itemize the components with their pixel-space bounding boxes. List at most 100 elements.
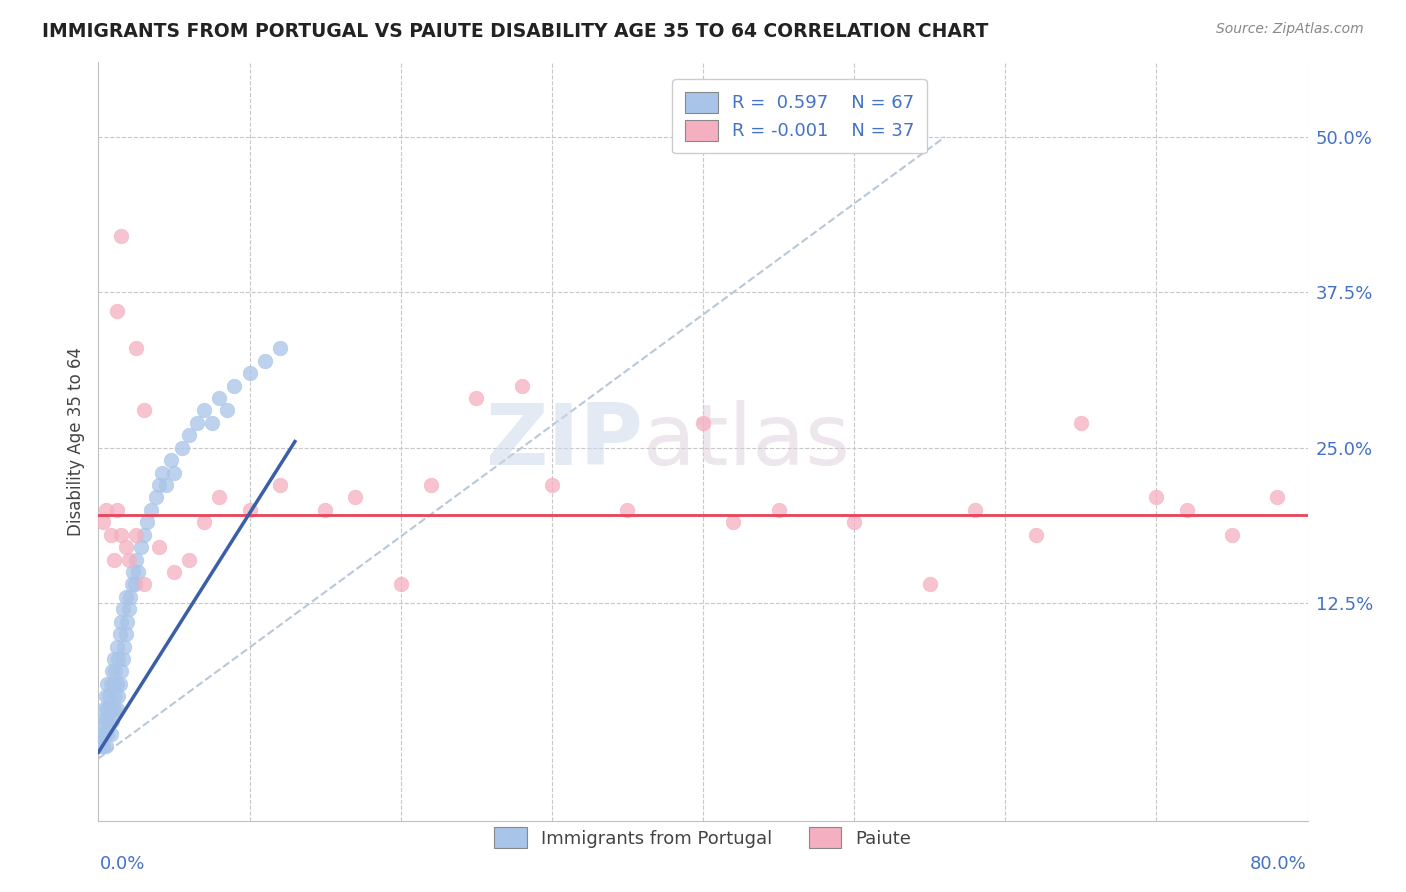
Point <box>208 491 231 505</box>
Point <box>1220 528 1243 542</box>
Point <box>163 565 186 579</box>
Point <box>201 416 224 430</box>
Point <box>115 615 138 629</box>
Point <box>114 627 136 641</box>
Point <box>110 229 132 244</box>
Point <box>104 690 127 704</box>
Point <box>103 702 125 716</box>
Point <box>114 590 136 604</box>
Point <box>108 627 131 641</box>
Point <box>96 702 118 716</box>
Text: atlas: atlas <box>643 400 851 483</box>
Point <box>141 503 163 517</box>
Point <box>96 726 118 740</box>
Text: 80.0%: 80.0% <box>1250 855 1306 872</box>
Point <box>1267 491 1289 505</box>
Point <box>94 690 117 704</box>
Point <box>269 341 291 355</box>
Point <box>160 453 183 467</box>
Point <box>163 466 186 480</box>
Point <box>118 552 141 566</box>
Point <box>105 503 128 517</box>
Point <box>121 577 143 591</box>
Y-axis label: Disability Age 35 to 64: Disability Age 35 to 64 <box>66 347 84 536</box>
Point <box>150 466 173 480</box>
Point <box>510 378 533 392</box>
Point <box>100 726 122 740</box>
Point <box>1175 503 1198 517</box>
Point <box>118 602 141 616</box>
Point <box>91 516 114 530</box>
Point <box>269 478 291 492</box>
Point <box>314 503 336 517</box>
Point <box>110 615 132 629</box>
Point <box>112 640 135 654</box>
Text: Source: ZipAtlas.com: Source: ZipAtlas.com <box>1216 22 1364 37</box>
Point <box>91 714 114 729</box>
Point <box>89 739 111 753</box>
Point <box>94 739 117 753</box>
Point <box>107 690 129 704</box>
Point <box>107 652 129 666</box>
Text: IMMIGRANTS FROM PORTUGAL VS PAIUTE DISABILITY AGE 35 TO 64 CORRELATION CHART: IMMIGRANTS FROM PORTUGAL VS PAIUTE DISAB… <box>42 22 988 41</box>
Point <box>844 516 866 530</box>
Point <box>125 341 148 355</box>
Point <box>90 726 112 740</box>
Point <box>124 577 146 591</box>
Point <box>105 677 128 691</box>
Point <box>224 378 246 392</box>
Point <box>208 391 231 405</box>
Point <box>540 478 562 492</box>
Point <box>170 441 193 455</box>
Point <box>98 714 121 729</box>
Point <box>101 714 124 729</box>
Point <box>723 516 745 530</box>
Point <box>135 516 157 530</box>
Point <box>103 677 125 691</box>
Point <box>111 652 134 666</box>
Point <box>96 677 118 691</box>
Point <box>111 602 134 616</box>
Text: ZIP: ZIP <box>485 400 643 483</box>
Legend: Immigrants from Portugal, Paiute: Immigrants from Portugal, Paiute <box>482 814 924 861</box>
Point <box>148 540 170 554</box>
Point <box>179 428 201 442</box>
Point <box>98 690 121 704</box>
Point <box>91 739 114 753</box>
Point <box>93 702 115 716</box>
Point <box>110 528 132 542</box>
Point <box>239 503 262 517</box>
Point <box>132 528 155 542</box>
Point <box>125 528 148 542</box>
Point <box>120 590 142 604</box>
Point <box>193 516 215 530</box>
Point <box>105 304 128 318</box>
Point <box>145 491 167 505</box>
Point <box>132 577 155 591</box>
Point <box>100 702 122 716</box>
Point <box>155 478 177 492</box>
Point <box>114 540 136 554</box>
Point <box>94 714 117 729</box>
Point <box>105 702 128 716</box>
Point <box>108 677 131 691</box>
Point <box>93 726 115 740</box>
Point <box>193 403 215 417</box>
Point <box>389 577 412 591</box>
Point <box>103 552 125 566</box>
Point <box>100 528 122 542</box>
Point <box>965 503 987 517</box>
Point <box>215 403 238 417</box>
Point <box>344 491 367 505</box>
Point <box>1070 416 1092 430</box>
Point <box>692 416 714 430</box>
Text: 0.0%: 0.0% <box>100 855 145 872</box>
Point <box>94 503 117 517</box>
Point <box>105 640 128 654</box>
Point <box>1144 491 1167 505</box>
Point <box>186 416 208 430</box>
Point <box>179 552 201 566</box>
Point <box>125 552 148 566</box>
Point <box>465 391 488 405</box>
Point <box>616 503 638 517</box>
